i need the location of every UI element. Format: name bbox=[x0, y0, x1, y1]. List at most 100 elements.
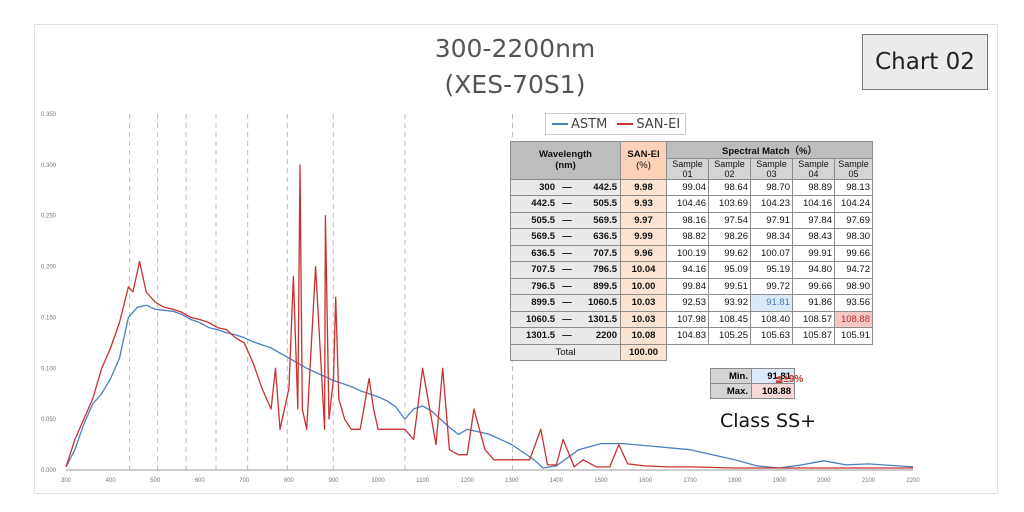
table-row: 1301.5—2200 10.08 104.83 105.25 105.63 105.87… bbox=[510, 327, 873, 345]
spectral-match-table: Wavelength (nm) SAN-EI (%) Spectral Matc… bbox=[510, 141, 873, 361]
x-tick-label: 1600 bbox=[639, 478, 653, 484]
match-value: 95.19 bbox=[750, 261, 793, 279]
match-value: 99.84 bbox=[666, 277, 709, 295]
x-tick-label: 1100 bbox=[416, 478, 430, 484]
total-value: 100.00 bbox=[620, 343, 667, 361]
max-label: Max. bbox=[710, 383, 752, 399]
y-tick-label: 0.000 bbox=[41, 468, 57, 474]
wavelength-range: 569.5—636.5 bbox=[510, 228, 621, 246]
sanei-value: 10.03 bbox=[620, 294, 667, 312]
match-value: 104.46 bbox=[666, 195, 709, 213]
min-label: Min. bbox=[710, 368, 752, 384]
match-value: 98.26 bbox=[708, 228, 751, 246]
x-tick-label: 1900 bbox=[773, 478, 787, 484]
match-value: 104.16 bbox=[792, 195, 835, 213]
header-sanei-label: SAN-EI bbox=[627, 149, 660, 161]
match-value: 105.63 bbox=[750, 327, 793, 345]
match-value: 105.91 bbox=[834, 327, 873, 345]
total-row: Total 100.00 bbox=[510, 343, 873, 361]
table-row: 300—442.5 9.98 99.04 98.64 98.70 98.89 98.13 bbox=[510, 178, 873, 196]
match-value: 91.86 bbox=[792, 294, 835, 312]
y-tick-label: 0.300 bbox=[41, 163, 57, 169]
x-tick-label: 1800 bbox=[728, 478, 742, 484]
x-tick-label: 2200 bbox=[906, 478, 920, 484]
series-line-astm bbox=[65, 304, 914, 469]
legend-label-astm: ASTM bbox=[571, 116, 608, 132]
match-value: 103.69 bbox=[708, 195, 751, 213]
table-row: 899.5—1060.5 10.03 92.53 93.92 91.81 91.86 93.… bbox=[510, 294, 873, 312]
y-tick-label: 0.200 bbox=[41, 265, 57, 271]
sanei-value: 10.03 bbox=[620, 310, 667, 328]
match-value: 108.40 bbox=[750, 310, 793, 328]
legend: ASTM SAN-EI bbox=[545, 113, 686, 135]
sanei-value: 9.99 bbox=[620, 228, 667, 246]
match-value: 108.57 bbox=[792, 310, 835, 328]
sanei-value: 10.00 bbox=[620, 277, 667, 295]
header-sample-4: Sample 04 bbox=[792, 157, 835, 180]
x-tick-label: 900 bbox=[328, 478, 339, 484]
match-value: 98.34 bbox=[750, 228, 793, 246]
match-value: 99.62 bbox=[708, 244, 751, 262]
match-value: 93.56 bbox=[834, 294, 873, 312]
match-value: 98.30 bbox=[834, 228, 873, 246]
sanei-value: 9.96 bbox=[620, 244, 667, 262]
sanei-value: 10.08 bbox=[620, 327, 667, 345]
match-value: 99.72 bbox=[750, 277, 793, 295]
x-tick-label: 700 bbox=[239, 478, 250, 484]
match-value: 93.92 bbox=[708, 294, 751, 312]
match-value: 94.16 bbox=[666, 261, 709, 279]
min-max-table: Min. 91.81 Max. 108.88 bbox=[710, 368, 795, 399]
max-value: 108.88 bbox=[751, 383, 795, 399]
match-value: 97.54 bbox=[708, 211, 751, 229]
x-tick-label: 300 bbox=[61, 478, 72, 484]
match-value: 98.43 bbox=[792, 228, 835, 246]
table-row: 442.5—505.5 9.93 104.46 103.69 104.23 104.16 1… bbox=[510, 195, 873, 213]
chart-title-line1: 300-2200nm bbox=[434, 34, 596, 63]
min-value: 91.81 bbox=[751, 368, 795, 384]
table-row: 569.5—636.5 9.99 98.82 98.26 98.34 98.43 98.30 bbox=[510, 228, 873, 246]
y-tick-label: 0.100 bbox=[41, 366, 57, 372]
sanei-value: 9.98 bbox=[620, 178, 667, 196]
x-tick-label: 1400 bbox=[550, 478, 564, 484]
class-label: Class SS+ bbox=[720, 410, 817, 432]
legend-item-sanei: SAN-EI bbox=[617, 117, 680, 132]
header-sample-3: Sample 03 bbox=[750, 157, 793, 180]
match-value: 98.16 bbox=[666, 211, 709, 229]
y-tick-label: 0.050 bbox=[41, 417, 57, 423]
match-value: 97.69 bbox=[834, 211, 873, 229]
header-wavelength-label: Wavelength bbox=[539, 149, 592, 161]
x-tick-label: 400 bbox=[106, 478, 117, 484]
match-value: 108.88 bbox=[834, 310, 873, 328]
table-row: 1060.5—1301.5 10.03 107.98 108.45 108.40 108.… bbox=[510, 310, 873, 328]
chart-badge: Chart 02 bbox=[862, 34, 988, 90]
total-label: Total bbox=[510, 343, 621, 361]
match-value: 99.91 bbox=[792, 244, 835, 262]
table-row: 707.5—796.5 10.04 94.16 95.09 95.19 94.80 94.7… bbox=[510, 261, 873, 279]
match-value: 92.53 bbox=[666, 294, 709, 312]
header-wavelength: Wavelength (nm) bbox=[510, 141, 621, 180]
match-value: 108.45 bbox=[708, 310, 751, 328]
match-value: 107.98 bbox=[666, 310, 709, 328]
legend-swatch-sanei bbox=[617, 123, 634, 125]
x-tick-label: 1500 bbox=[594, 478, 608, 484]
match-value: 100.07 bbox=[750, 244, 793, 262]
match-value: 91.81 bbox=[750, 294, 793, 312]
match-value: 104.83 bbox=[666, 327, 709, 345]
match-value: 94.80 bbox=[792, 261, 835, 279]
x-tick-label: 2100 bbox=[862, 478, 876, 484]
wavelength-range: 505.5—569.5 bbox=[510, 211, 621, 229]
y-tick-label: 0.250 bbox=[41, 214, 57, 220]
table-row: 505.5—569.5 9.97 98.16 97.54 97.91 97.84 97.69 bbox=[510, 211, 873, 229]
wavelength-range: 707.5—796.5 bbox=[510, 261, 621, 279]
series-line-san-ei bbox=[65, 164, 913, 469]
match-value: 99.51 bbox=[708, 277, 751, 295]
x-tick-label: 1000 bbox=[371, 478, 385, 484]
header-sanei: SAN-EI (%) bbox=[620, 141, 667, 180]
match-value: 104.24 bbox=[834, 195, 873, 213]
x-tick-label: 2000 bbox=[817, 478, 831, 484]
wavelength-range: 300—442.5 bbox=[510, 178, 621, 196]
match-value: 105.87 bbox=[792, 327, 835, 345]
match-value: 98.13 bbox=[834, 178, 873, 196]
sanei-value: 9.97 bbox=[620, 211, 667, 229]
